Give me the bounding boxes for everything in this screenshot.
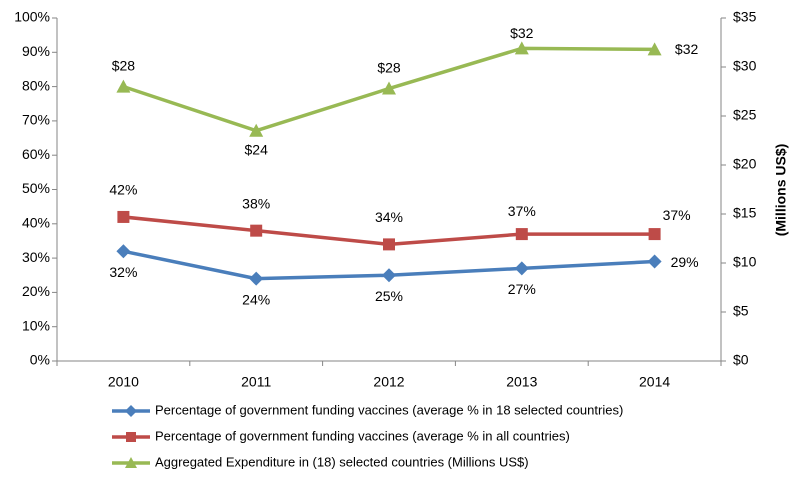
- y-tick-label: 10%: [22, 317, 50, 333]
- data-label: 37%: [508, 203, 536, 219]
- data-point: [648, 228, 661, 241]
- y2-tick-label: $35: [733, 9, 757, 25]
- y-tick-label: 40%: [22, 215, 50, 231]
- y-tick-label: 80%: [22, 77, 50, 93]
- data-point: [382, 81, 396, 95]
- legend-label: Aggregated Expenditure in (18) selected …: [155, 454, 529, 469]
- legend-label: Percentage of government funding vaccine…: [155, 402, 623, 417]
- data-point: [249, 123, 264, 137]
- y2-tick-label: $30: [733, 58, 757, 74]
- x-tick-label: 2014: [639, 374, 670, 390]
- data-label: $32: [675, 41, 699, 57]
- y2-tick-label: $10: [733, 254, 757, 270]
- y2-tick-label: $20: [733, 156, 757, 172]
- y-tick-label: 90%: [22, 43, 50, 59]
- data-point: [514, 261, 529, 276]
- legend-marker: [126, 432, 136, 442]
- data-label: 38%: [242, 195, 270, 211]
- legend-marker: [125, 457, 137, 468]
- y-tick-label: 50%: [22, 180, 50, 196]
- y2-tick-label: $0: [733, 352, 749, 368]
- data-label: 25%: [375, 288, 403, 304]
- x-tick-label: 2010: [108, 374, 139, 390]
- data-point: [116, 244, 131, 259]
- data-point: [382, 268, 396, 283]
- y-tick-label: 20%: [22, 283, 50, 299]
- data-point: [250, 224, 263, 237]
- y2-tick-label: $15: [733, 205, 757, 221]
- data-label: 34%: [375, 209, 403, 225]
- data-point: [514, 41, 529, 55]
- data-label: $28: [112, 57, 136, 73]
- data-label: 29%: [671, 254, 699, 270]
- x-tick-label: 2013: [506, 374, 537, 390]
- x-tick-label: 2011: [241, 374, 271, 390]
- y2-tick-label: $25: [733, 107, 757, 123]
- legend-label: Percentage of government funding vaccine…: [155, 428, 570, 443]
- y-tick-label: 70%: [22, 112, 50, 128]
- data-point: [116, 79, 131, 93]
- data-point: [647, 42, 662, 56]
- data-label: $32: [510, 25, 534, 41]
- data-label: 32%: [109, 264, 137, 280]
- data-label: 37%: [663, 207, 691, 223]
- y-tick-label: 60%: [22, 146, 50, 162]
- y2-tick-label: $5: [733, 303, 749, 319]
- data-label: 27%: [508, 281, 536, 297]
- data-label: $28: [377, 59, 401, 75]
- data-point: [515, 228, 528, 241]
- data-point: [117, 210, 130, 223]
- data-point: [647, 254, 662, 269]
- y-tick-label: 100%: [14, 9, 50, 25]
- x-tick-label: 2012: [373, 374, 404, 390]
- data-label: 24%: [242, 291, 270, 307]
- y2-axis-label: (Millions US$): [773, 144, 789, 237]
- data-label: $24: [245, 141, 269, 157]
- legend-marker: [125, 405, 137, 417]
- data-point: [383, 238, 395, 251]
- y-tick-label: 0%: [30, 352, 50, 368]
- data-point: [249, 271, 264, 286]
- y-tick-label: 30%: [22, 249, 50, 265]
- data-label: 42%: [109, 182, 137, 198]
